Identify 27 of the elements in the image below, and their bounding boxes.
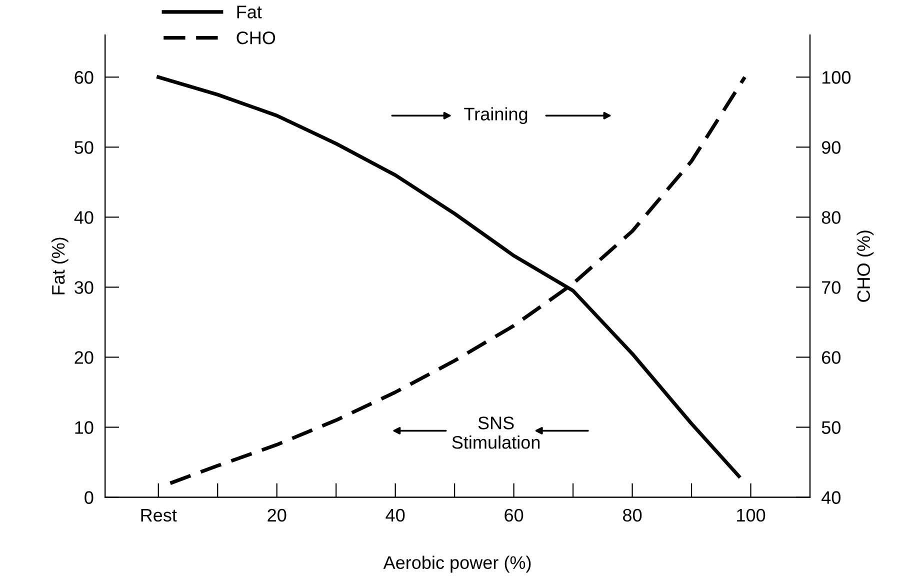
y-tick-label: 40	[74, 211, 94, 224]
annotation: SNS Stimulation	[452, 416, 540, 449]
y2-tick-label: 40	[822, 491, 840, 504]
legend-label: CHO	[236, 31, 276, 44]
y2-tick-label: 70	[822, 281, 840, 294]
y2-tick-label: 80	[822, 211, 840, 224]
legend-label: Fat	[237, 6, 262, 18]
x-axis-title: Aerobic power (%)	[383, 556, 531, 573]
y2-tick-label: 50	[822, 421, 840, 434]
y-tick-label: 30	[74, 281, 94, 294]
y-tick-label: 60	[74, 71, 94, 84]
y-axis-title: Fat (%)	[51, 238, 68, 294]
x-tick-label: 20	[268, 508, 286, 522]
y2-tick-label: 100	[822, 71, 851, 84]
x-tick-label: 100	[737, 508, 766, 522]
annotation: Training	[464, 107, 528, 124]
y-tick-label: 10	[75, 421, 94, 434]
y2-tick-label: 90	[822, 141, 840, 154]
y-tick-label: 20	[74, 351, 94, 364]
x-tick-label: 40	[386, 508, 405, 522]
x-tick-label: Rest	[141, 509, 177, 522]
x-tick-label: 80	[623, 508, 642, 522]
y-tick-label: 50	[74, 141, 94, 154]
x-tick-label: 60	[504, 508, 524, 522]
y2-axis-title: CHO (%)	[856, 230, 874, 302]
y2-tick-label: 60	[822, 351, 840, 364]
y-tick-label: 0	[84, 491, 94, 504]
